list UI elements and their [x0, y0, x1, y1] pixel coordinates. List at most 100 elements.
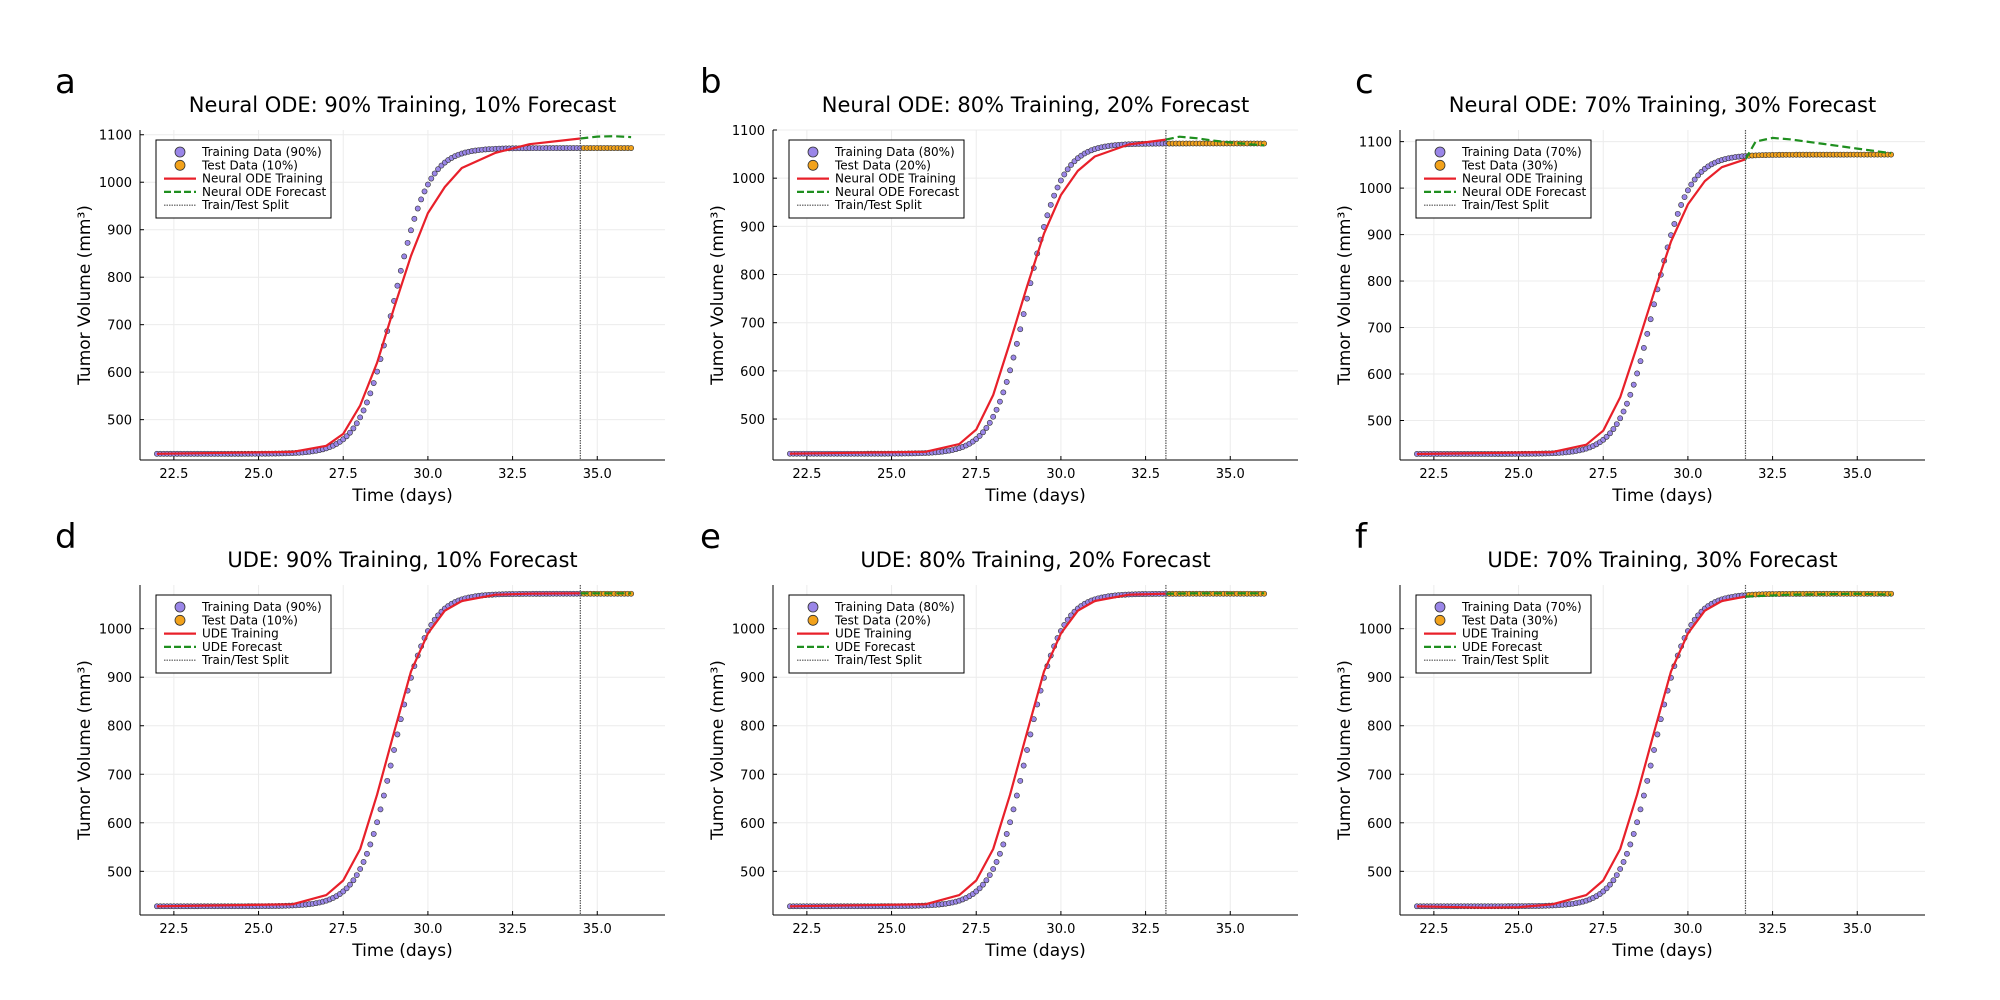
x-tick-label: 25.0 [1504, 467, 1533, 482]
y-tick-label: 500 [740, 413, 765, 428]
x-tick-label: 27.5 [962, 922, 991, 937]
y-tick-label: 500 [107, 414, 132, 429]
x-tick-label: 30.0 [1673, 467, 1702, 482]
panel-f: f UDE: 70% Training, 30% Forecast 22.5 25.0… [1335, 517, 1925, 961]
training-data-point [1695, 172, 1701, 179]
x-tick-label: 35.0 [583, 467, 612, 482]
training-data-point [387, 762, 394, 769]
legend-entry-label: UDE Forecast [835, 640, 915, 654]
panel-letter: d [55, 517, 77, 557]
model-forecast-line [1745, 592, 1892, 598]
chart-title: Neural ODE: 70% Training, 30% Forecast [1449, 93, 1876, 117]
model-forecast-line [580, 135, 632, 140]
training-data-point [1007, 367, 1013, 374]
legend-entry-label: UDE Training [835, 627, 912, 641]
training-data-point [394, 731, 401, 738]
x-tick-label: 27.5 [329, 922, 358, 937]
training-data-point [1003, 379, 1010, 385]
legend-entry-label: Train/Test Split [834, 653, 922, 667]
y-tick-label: 600 [740, 365, 765, 380]
y-tick-label: 1100 [99, 129, 132, 144]
x-tick-label: 32.5 [1131, 922, 1160, 937]
training-data-point [1644, 330, 1651, 337]
training-data-point [1617, 415, 1624, 422]
legend-marker [174, 146, 186, 158]
training-data-point [1681, 194, 1688, 200]
training-data-point [384, 777, 391, 784]
training-data-point [980, 429, 986, 436]
legend-marker [174, 614, 186, 626]
training-data-point [425, 181, 431, 188]
panel-letter: f [1355, 517, 1368, 557]
legend-marker [1434, 159, 1446, 171]
training-data-point [401, 253, 408, 260]
training-data-point [414, 205, 421, 212]
y-tick-label: 600 [740, 817, 765, 832]
x-axis-label: Time (days) [351, 486, 452, 506]
training-data-point [1651, 747, 1657, 753]
training-data-point [1044, 212, 1051, 219]
y-tick-label: 800 [107, 720, 132, 735]
training-data-point [990, 866, 997, 872]
y-tick-label: 700 [1367, 768, 1392, 783]
x-axis-label: Time (days) [1611, 486, 1712, 506]
y-tick-label: 700 [740, 768, 765, 783]
training-data-point [360, 407, 367, 414]
panel-letter: e [700, 517, 721, 557]
y-tick-label: 1000 [99, 176, 132, 191]
y-tick-label: 500 [1367, 414, 1392, 429]
x-tick-label: 27.5 [962, 467, 991, 482]
training-data-point [411, 215, 418, 222]
training-data-point [1678, 202, 1685, 208]
legend-entry-label: Test Data (20%) [834, 158, 931, 172]
legend-entry-label: Neural ODE Training [835, 172, 956, 186]
legend-marker [174, 601, 186, 613]
training-data-point [1047, 201, 1054, 208]
y-tick-label: 500 [107, 865, 132, 880]
training-data-point [983, 425, 990, 431]
test-data-point [628, 145, 635, 151]
legend-marker [807, 601, 819, 613]
x-tick-label: 30.0 [1046, 467, 1075, 482]
training-data-point [1620, 859, 1627, 865]
training-data-point [993, 859, 1000, 865]
x-tick-label: 27.5 [1589, 467, 1618, 482]
training-data-point [1010, 806, 1017, 813]
training-data-point [435, 166, 441, 173]
legend-entry-label: Test Data (10%) [201, 613, 298, 627]
training-data-point [397, 267, 404, 274]
y-tick-label: 1100 [732, 124, 765, 139]
y-tick-label: 1000 [732, 172, 765, 187]
training-data-point [418, 196, 425, 203]
training-data-point [1654, 731, 1661, 738]
y-tick-label: 800 [740, 720, 765, 735]
training-data-point [1607, 430, 1613, 437]
y-axis-label: Tumor Volume (mm³) [1335, 205, 1355, 386]
legend-entry-label: Training Data (70%) [1461, 145, 1582, 159]
x-tick-label: 22.5 [792, 467, 821, 482]
training-data-point [1027, 731, 1034, 738]
y-tick-label: 900 [107, 671, 132, 686]
x-tick-label: 35.0 [1216, 467, 1245, 482]
x-tick-label: 32.5 [498, 922, 527, 937]
training-data-point [1000, 389, 1007, 396]
legend-entry-label: Train/Test Split [201, 198, 289, 212]
training-data-point [347, 881, 353, 888]
training-data-point [990, 413, 997, 420]
training-data-point [1020, 762, 1027, 769]
y-tick-label: 800 [1367, 275, 1392, 290]
model-training-line [789, 138, 1167, 455]
panel-letter: c [1355, 62, 1374, 102]
y-tick-label: 700 [107, 768, 132, 783]
legend-marker [807, 614, 819, 626]
training-data-point [1013, 792, 1020, 799]
legend-entry-label: UDE Training [202, 627, 279, 641]
y-tick-label: 700 [1367, 322, 1392, 337]
training-data-point [980, 881, 986, 888]
y-axis-label: Tumor Volume (mm³) [708, 660, 728, 841]
training-data-point [1637, 806, 1644, 813]
training-data-point [374, 819, 380, 826]
model-training-line [156, 137, 581, 455]
y-tick-label: 900 [740, 220, 765, 235]
